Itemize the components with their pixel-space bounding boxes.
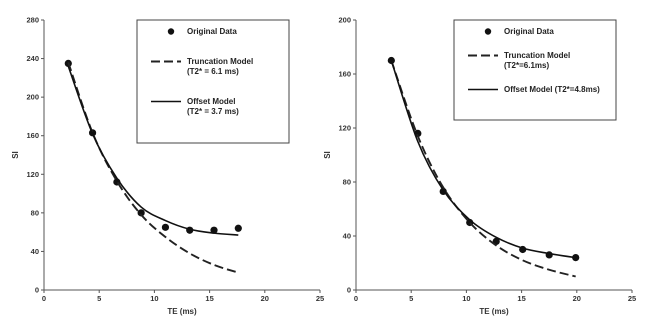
y-axis-title: SI: [11, 151, 20, 159]
chart-2: 0 40 80 120 160 200 0 5 10 15 20 25 TE (ms) SI Origina…: [323, 16, 636, 317]
x-tick-label: 15: [517, 294, 525, 303]
legend-label: Original Data: [187, 27, 237, 36]
legend-label: Offset Model: [187, 97, 235, 106]
y-tick-label: 80: [31, 208, 39, 217]
x-tick-label: 0: [354, 294, 358, 303]
y-tick-label: 120: [26, 170, 39, 179]
data-point: [210, 226, 218, 234]
x-tick-label: 25: [316, 294, 324, 303]
x-axis-title: TE (ms): [479, 307, 509, 316]
x-tick-label: 20: [573, 294, 581, 303]
x-tick-label: 5: [409, 294, 413, 303]
y-tick-label: 160: [26, 131, 39, 140]
y-tick-label: 280: [26, 16, 39, 25]
y-tick-label: 40: [343, 232, 351, 241]
y-tick-label: 240: [26, 54, 39, 63]
y-tick-label: 80: [343, 178, 351, 187]
legend-label-line2: (T2* = 6.1 ms): [187, 67, 239, 76]
legend: Original Data Truncation Model(T2*=6.1ms)…: [453, 19, 617, 121]
legend-label: Truncation Model: [504, 51, 570, 60]
y-axis-title: SI: [323, 151, 332, 159]
x-tick-label: 5: [97, 294, 101, 303]
legend-label: Truncation Model: [187, 57, 253, 66]
y-tick-label: 160: [338, 70, 351, 79]
legend-label-line2: (T2*=6.1ms): [504, 61, 549, 70]
truncation-model-line: [390, 60, 576, 278]
y-tick-label: 0: [347, 286, 351, 295]
x-axis-title: TE (ms): [167, 307, 197, 316]
data-point: [161, 223, 170, 231]
legend: Original Data Truncation Model(T2* = 6.1 …: [136, 19, 290, 144]
y-tick-label: 120: [338, 124, 351, 133]
y-tick-label: 200: [26, 93, 39, 102]
truncation-model-line: [67, 62, 239, 274]
legend-label: Offset Model (T2*=4.8ms): [504, 85, 600, 94]
x-tick-label: 10: [150, 294, 158, 303]
x-tick-label: 25: [628, 294, 636, 303]
legend-marker-points: [167, 28, 175, 35]
y-tick-label: 200: [338, 16, 351, 25]
legend-marker-points: [484, 28, 492, 35]
legend-label-line2: (T2* = 3.7 ms): [187, 107, 239, 116]
legend-label: Original Data: [504, 27, 554, 36]
data-point: [234, 224, 242, 232]
x-tick-label: 10: [462, 294, 470, 303]
y-tick-label: 0: [35, 286, 39, 295]
chart-1: 0 40 80 120 160 200 240 280 0 5 10 15 20 25 TE (ms) SI O…: [11, 16, 324, 317]
legend-box: [136, 19, 290, 144]
legend-box: [453, 19, 617, 121]
offset-model-line: [67, 66, 239, 236]
x-tick-label: 0: [42, 294, 46, 303]
data-point: [387, 56, 395, 65]
offset-model-line: [390, 60, 576, 259]
y-tick-label: 40: [31, 247, 39, 256]
x-tick-label: 20: [261, 294, 269, 303]
data-point: [137, 209, 145, 217]
x-tick-label: 15: [205, 294, 213, 303]
